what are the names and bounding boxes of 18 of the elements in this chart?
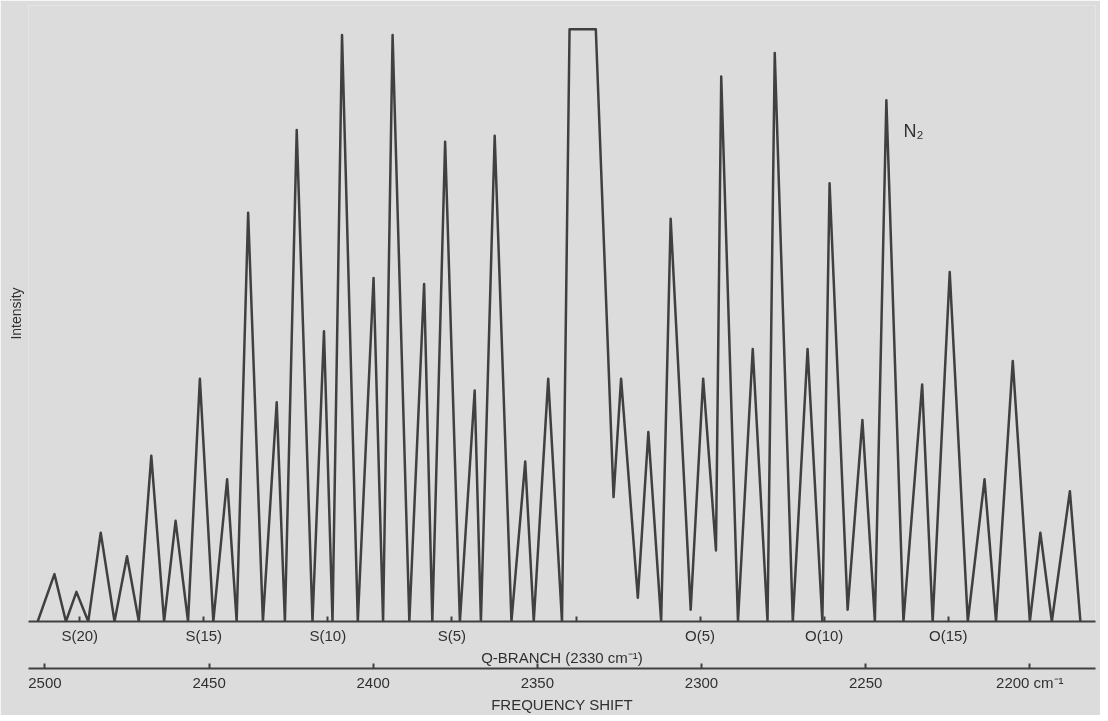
x-tick-label: 2400 — [356, 673, 390, 691]
text: O(10) — [805, 626, 844, 644]
x-tick-label: 2250 — [849, 673, 883, 691]
y-axis-title: Intensity — [7, 287, 24, 340]
text: O(15) — [929, 626, 968, 644]
annotation: N₂ — [903, 121, 924, 142]
text: O(5) — [685, 626, 716, 644]
x-tick-label: 2350 — [520, 673, 555, 691]
text: S(5) — [437, 626, 467, 644]
x-tick-label: 2500 — [28, 673, 62, 691]
x-tick-label: 2300 — [684, 673, 719, 691]
text: S(10) — [309, 626, 347, 644]
text: S(15) — [185, 626, 223, 644]
x-tick-label: 2450 — [192, 673, 226, 691]
x-axis-title: FREQUENCY SHIFT — [491, 695, 633, 713]
text: Q-BRANCH (2330 cm⁻¹) — [481, 648, 643, 666]
x-tick-label: 2200 cm⁻¹ — [996, 673, 1064, 691]
text: S(20) — [61, 626, 99, 644]
